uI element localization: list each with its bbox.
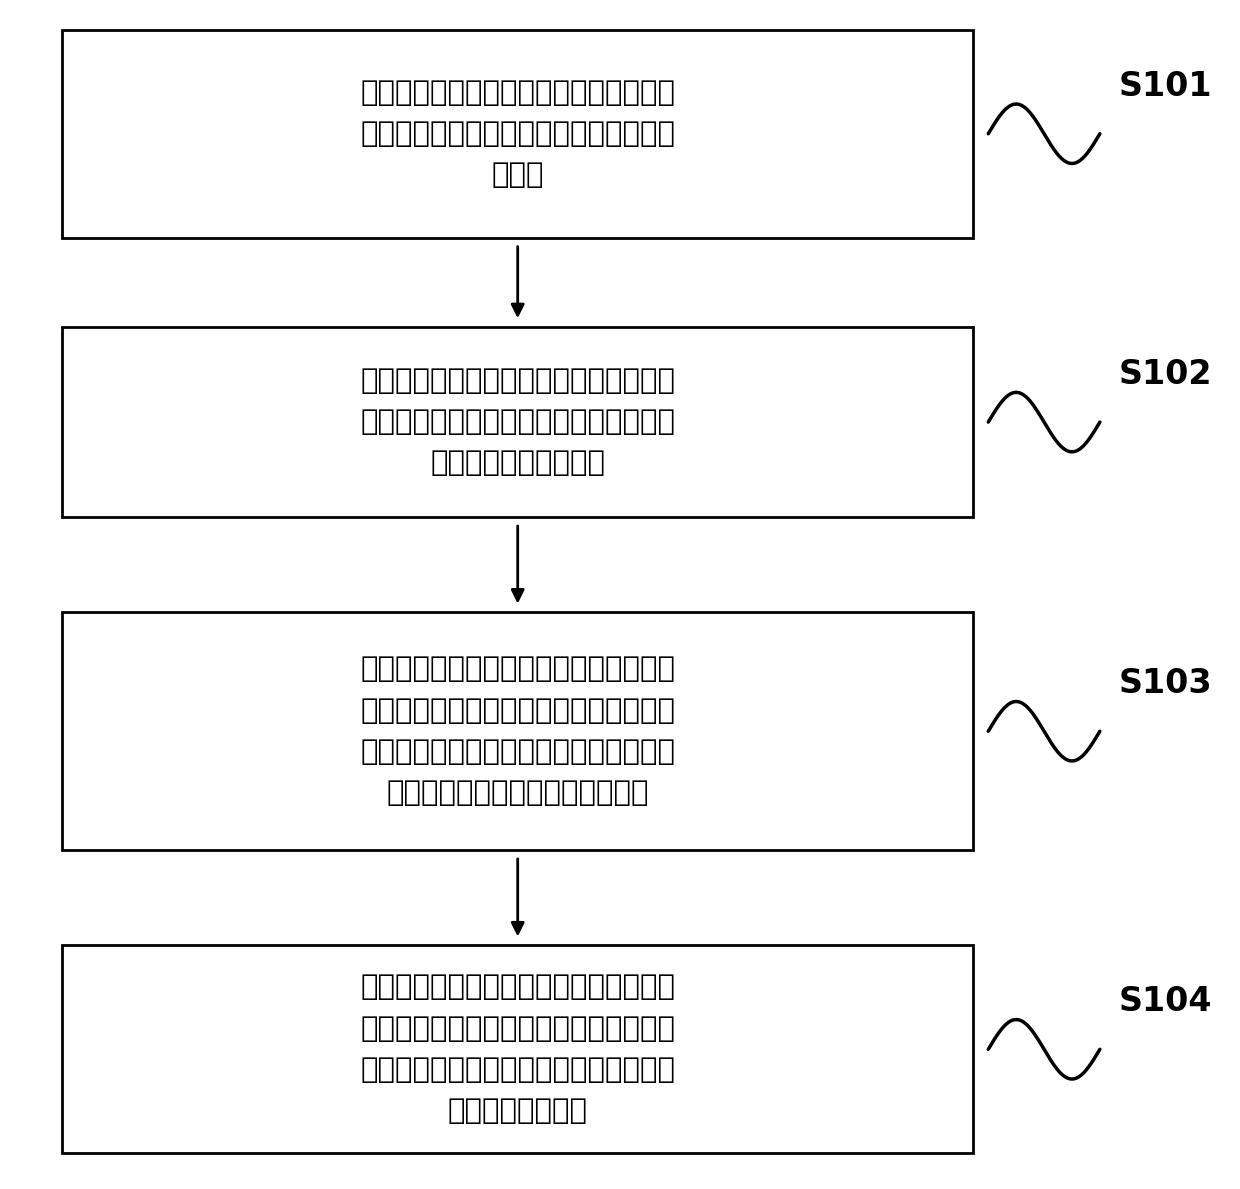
Text: 设定试验压力，在压力差的作用下将该凝
析气中间容器中的凝析气按照预设流速和
接触时间流经岩心模型，再次对岩心模型
进行称重，得到第二岩心模型重量: 设定试验压力，在压力差的作用下将该凝 析气中间容器中的凝析气按照预设流速和 接触… [360, 655, 676, 807]
Bar [62, 327, 973, 517]
Text: S102: S102 [1118, 358, 1213, 391]
Text: S101: S101 [1118, 70, 1213, 102]
Bar [62, 612, 973, 850]
Text: 根据第一岩心模型重量、第二岩心模型重
量、流经岩心模型的总凝析气体积和凝析
气与固体防蜡剂的接触时间，计算获取固
体防蜡剂溶解速率: 根据第一岩心模型重量、第二岩心模型重 量、流经岩心模型的总凝析气体积和凝析 气与… [360, 974, 676, 1125]
Text: S104: S104 [1118, 986, 1213, 1018]
Bar [62, 30, 973, 238]
Text: S103: S103 [1118, 667, 1213, 700]
Bar [62, 945, 973, 1153]
Text: 采用单脱气以及凝析油按照标准配制凝析
气，并将配制好的凝析气置于凝析气中间
容器中: 采用单脱气以及凝析油按照标准配制凝析 气，并将配制好的凝析气置于凝析气中间 容器… [360, 78, 676, 189]
Text: 将固体防蜡剂与支撑剂均匀混合后填充于
岩心模型中，并对填充后的岩心模型称重
得到第一岩心模型重量: 将固体防蜡剂与支撑剂均匀混合后填充于 岩心模型中，并对填充后的岩心模型称重 得到… [360, 367, 676, 477]
